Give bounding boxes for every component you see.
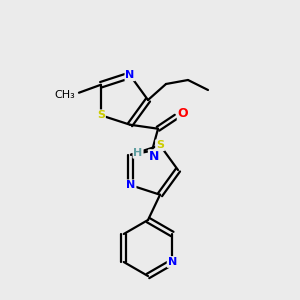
Text: O: O	[178, 107, 188, 120]
Text: N: N	[126, 180, 136, 190]
Text: CH₃: CH₃	[55, 90, 75, 100]
Text: S: S	[97, 110, 105, 120]
Text: N: N	[149, 150, 159, 163]
Text: N: N	[168, 257, 177, 267]
Text: H: H	[134, 148, 143, 158]
Text: S: S	[156, 140, 164, 150]
Text: N: N	[125, 70, 135, 80]
